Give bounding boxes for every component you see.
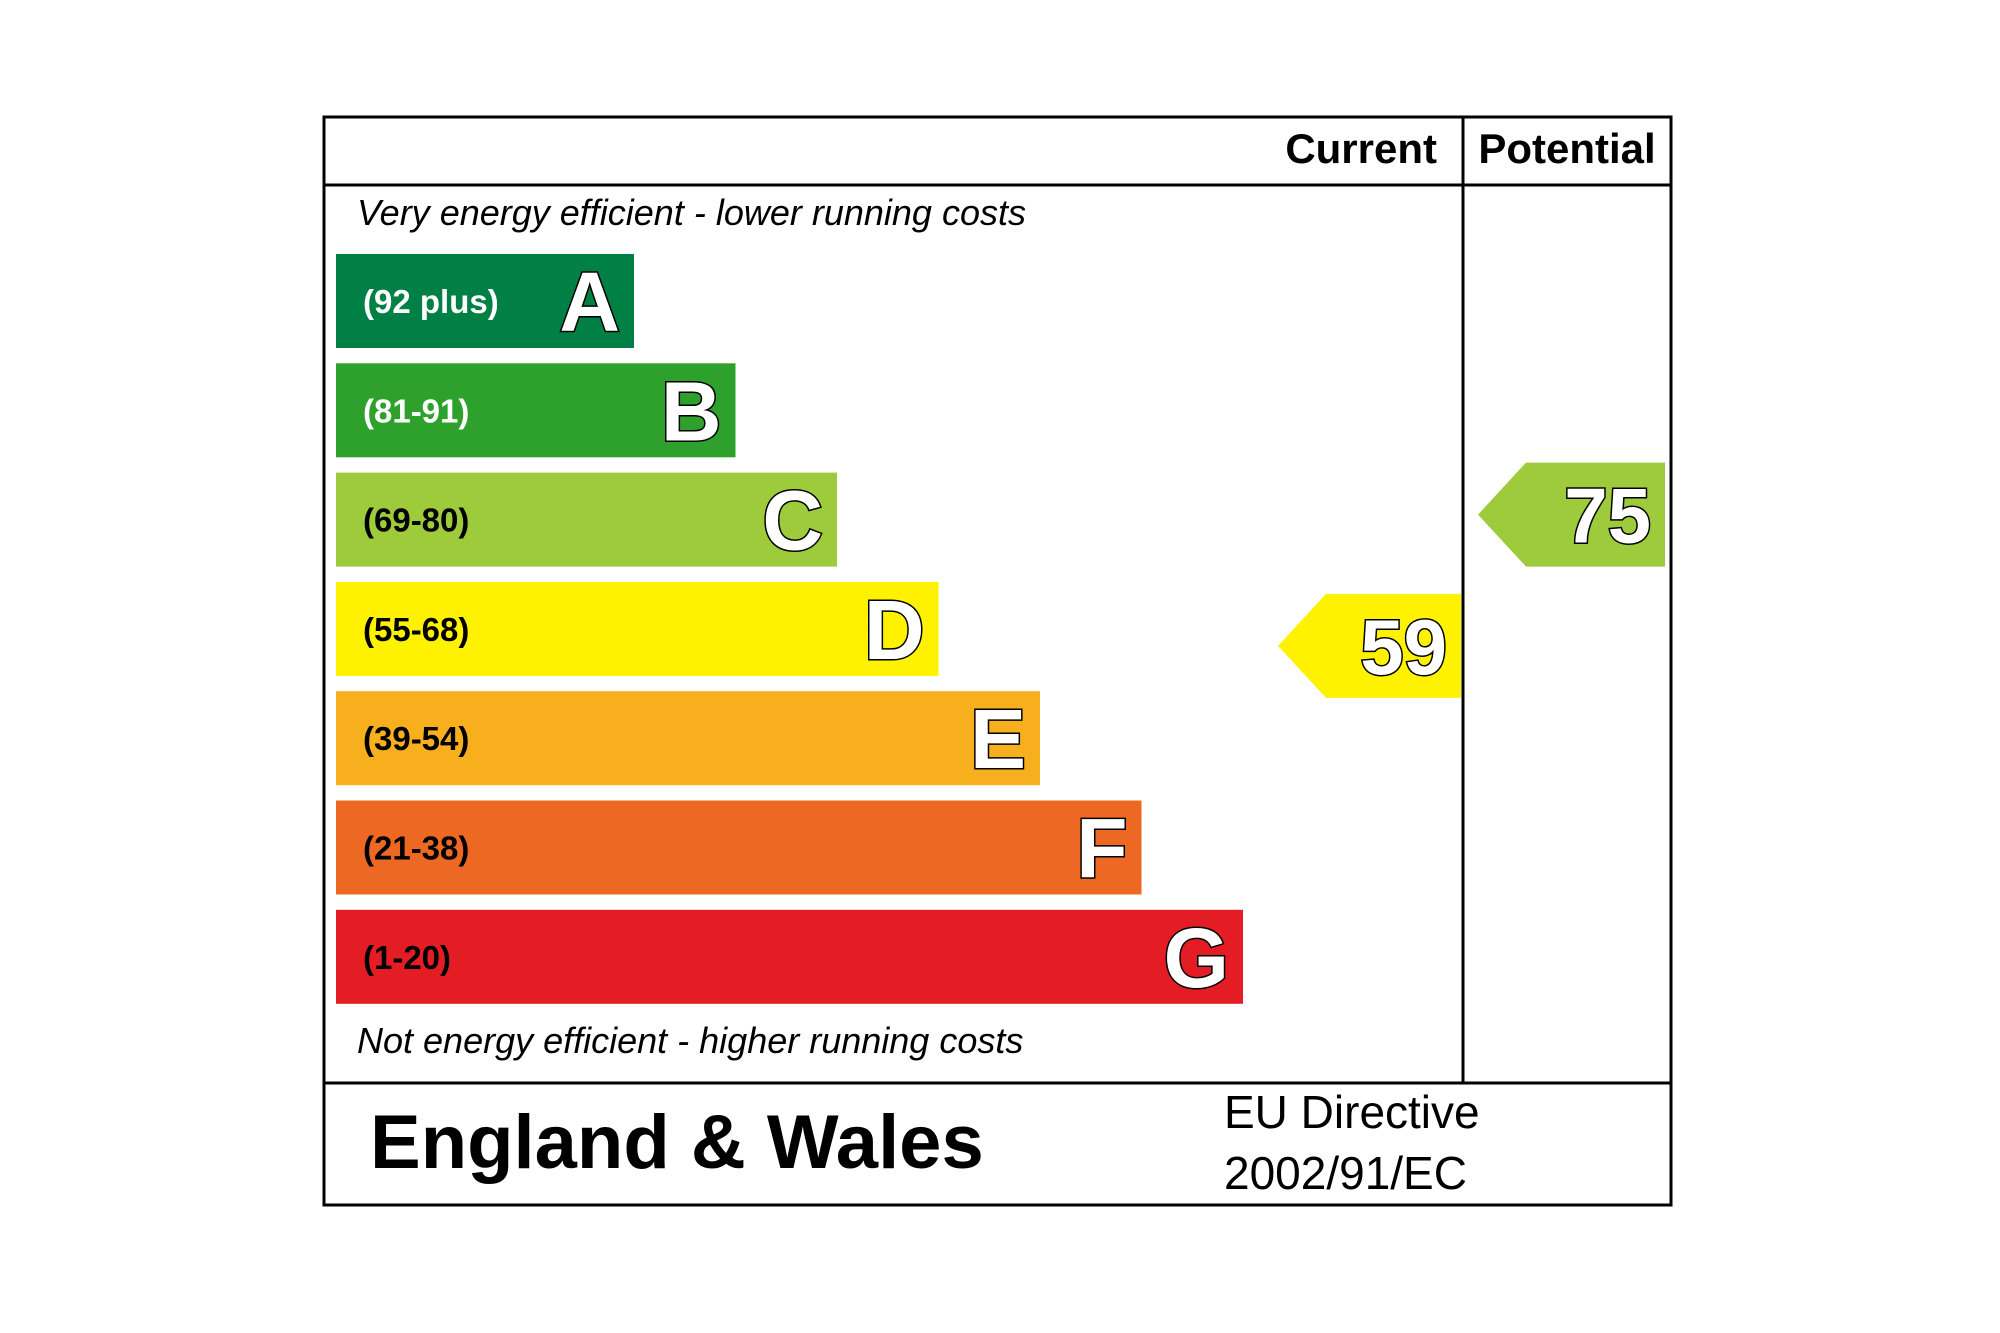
- band-range-d: (55-68): [363, 611, 469, 648]
- band-letter-c: C: [762, 474, 823, 568]
- region-label: England & Wales: [370, 1100, 984, 1185]
- potential-rating-arrow: [1478, 462, 1665, 567]
- band-letter-g: G: [1164, 911, 1229, 1005]
- band-range-e: (39-54): [363, 720, 469, 757]
- band-bar-c: [336, 472, 837, 567]
- directive-line-2: 2002/91/EC: [1224, 1147, 1467, 1199]
- band-bar-f: [336, 800, 1142, 895]
- band-range-g: (1-20): [363, 939, 451, 976]
- band-bars: (92 plus) A (81-91) B (69-80) C (55-68) D (39-54…: [336, 254, 1243, 1006]
- band-bar-a: [336, 254, 634, 348]
- band-letter-d: D: [864, 583, 925, 677]
- band-bar-e: [336, 691, 1040, 786]
- band-range-c: (69-80): [363, 502, 469, 539]
- band-letter-f: F: [1076, 802, 1127, 896]
- band-bar-b: [336, 363, 736, 458]
- band-range-b: (81-91): [363, 392, 469, 429]
- band-letter-b: B: [661, 364, 722, 458]
- chart-frame: [322, 115, 1673, 1207]
- potential-rating-value: 75: [1564, 472, 1651, 560]
- band-bar-d: [336, 581, 939, 676]
- band-letter-a: A: [559, 255, 620, 349]
- current-rating-arrow: [1278, 593, 1461, 698]
- rating-arrows: 59 75: [1278, 462, 1665, 698]
- current-header: Current: [1285, 125, 1437, 172]
- band-range-f: (21-38): [363, 830, 469, 867]
- potential-header: Potential: [1478, 125, 1655, 172]
- top-note: Very energy efficient - lower running co…: [357, 192, 1026, 233]
- band-letter-e: E: [970, 692, 1026, 786]
- bottom-note: Not energy efficient - higher running co…: [357, 1020, 1023, 1061]
- band-bar-g: [336, 909, 1243, 1004]
- directive-line-1: EU Directive: [1224, 1086, 1480, 1138]
- current-rating-value: 59: [1360, 603, 1447, 691]
- band-range-a: (92 plus): [363, 283, 499, 320]
